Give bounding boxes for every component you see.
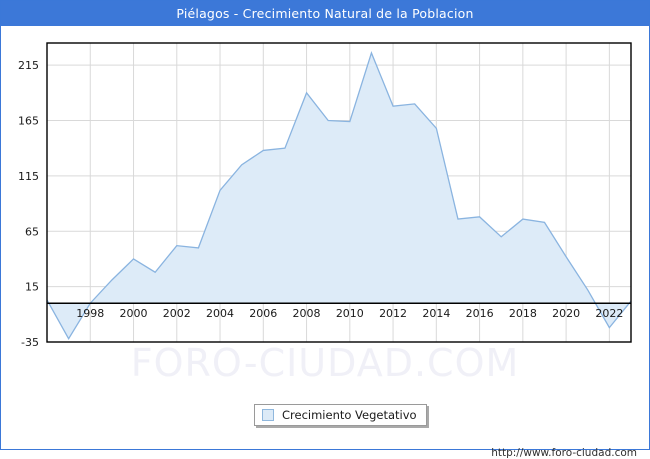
x-tick-label: 2010 xyxy=(336,307,364,320)
x-axis-tick-labels: 1998 2000 2002 2004 2006 2008 2010 2012 2014 2016… xyxy=(76,307,623,320)
x-tick-label: 2016 xyxy=(466,307,494,320)
chart-canvas: FORO-CIUDAD.COM -35 15 65 115 165 215 1998 200… xyxy=(1,26,649,459)
x-tick-label: 1998 xyxy=(76,307,104,320)
x-tick-label: 2014 xyxy=(422,307,450,320)
series-area-fill xyxy=(47,52,631,339)
x-tick-label: 2004 xyxy=(206,307,234,320)
plot-border xyxy=(46,42,632,343)
page-title: Piélagos - Crecimiento Natural de la Pob… xyxy=(176,6,474,21)
y-tick-label: 15 xyxy=(25,281,39,294)
x-tick-label: 2006 xyxy=(249,307,277,320)
y-tick-label: 215 xyxy=(18,59,39,72)
area-chart: -35 15 65 115 165 215 1998 2000 2002 2004 2006 200… xyxy=(18,42,632,349)
x-tick-label: 2002 xyxy=(163,307,191,320)
y-tick-label: 115 xyxy=(18,170,39,183)
y-tick-label: -35 xyxy=(21,336,39,349)
y-tick-label: 165 xyxy=(18,115,39,128)
x-tick-label: 2022 xyxy=(595,307,623,320)
legend-swatch-icon xyxy=(262,409,274,421)
plot-frame xyxy=(46,42,632,343)
x-tick-label: 2012 xyxy=(379,307,407,320)
source-url: http://www.foro-ciudad.com xyxy=(491,447,637,459)
x-tick-label: 2008 xyxy=(293,307,321,320)
y-axis-tick-labels: -35 15 65 115 165 215 xyxy=(18,59,39,349)
window-title-bar: Piélagos - Crecimiento Natural de la Pob… xyxy=(1,1,649,26)
x-tick-label: 2000 xyxy=(120,307,148,320)
y-tick-label: 65 xyxy=(25,225,39,238)
series-crecimiento-vegetativo xyxy=(46,51,632,340)
chart-legend: Crecimiento Vegetativo xyxy=(254,404,427,426)
legend-label: Crecimiento Vegetativo xyxy=(282,408,417,422)
series-line xyxy=(46,51,632,340)
x-tick-label: 2020 xyxy=(552,307,580,320)
x-tick-label: 2018 xyxy=(509,307,537,320)
